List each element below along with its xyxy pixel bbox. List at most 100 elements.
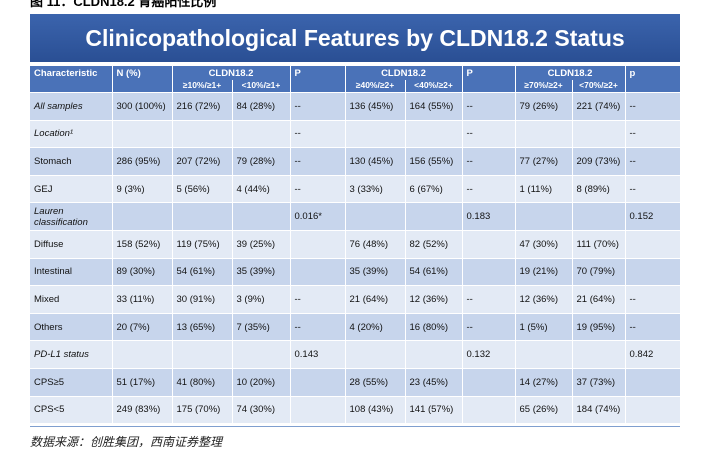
table-cell bbox=[112, 119, 173, 148]
row-label: Lauren classification bbox=[30, 202, 113, 231]
table-cell: 4 (20%) bbox=[345, 312, 406, 341]
table-cell: 209 (73%) bbox=[572, 147, 626, 176]
table-cell: 23 (45%) bbox=[405, 367, 463, 397]
table-cell: -- bbox=[462, 147, 516, 176]
table-cell: -- bbox=[290, 285, 346, 314]
table-cell: 8 (89%) bbox=[572, 174, 626, 203]
table-cell bbox=[572, 119, 626, 148]
table-cell bbox=[172, 119, 233, 148]
table-row: CPS<5 249 (83%) 175 (70%) 74 (30%) 108 (43%)… bbox=[30, 395, 681, 424]
table-cell: 184 (74%) bbox=[572, 395, 626, 424]
table-cell: 35 (39%) bbox=[345, 257, 406, 286]
table-cell bbox=[405, 340, 463, 369]
table-cell: 0.152 bbox=[625, 202, 681, 231]
table-cell bbox=[515, 340, 573, 369]
table-cell: 1 (11%) bbox=[515, 174, 573, 203]
table-cell: 5 (56%) bbox=[172, 174, 233, 203]
table-cell: -- bbox=[625, 92, 681, 121]
table-row: Diffuse 158 (52%) 119 (75%) 39 (25%) 76 (48%… bbox=[30, 229, 681, 259]
sub-head: ≥40%/≥2+ bbox=[345, 80, 406, 93]
table-cell: -- bbox=[462, 312, 516, 341]
head-cell: N (%) bbox=[112, 66, 173, 93]
table-cell: 0.842 bbox=[625, 340, 681, 369]
row-label: PD-L1 status bbox=[30, 340, 113, 369]
table-cell bbox=[625, 257, 681, 286]
row-label: Others bbox=[30, 312, 113, 341]
source-note: 数据来源：创胜集团，西南证券整理 bbox=[30, 435, 223, 449]
table-cell bbox=[112, 202, 173, 231]
table-cell: -- bbox=[462, 174, 516, 203]
table-row: Stomach 286 (95%) 207 (72%) 79 (28%) -- 130 (… bbox=[30, 147, 681, 176]
table-cell: 175 (70%) bbox=[172, 395, 233, 424]
table-cell: 136 (45%) bbox=[345, 92, 406, 121]
table-cell: 47 (30%) bbox=[515, 229, 573, 259]
table-cell: -- bbox=[290, 92, 346, 121]
table-cell: 41 (80%) bbox=[172, 367, 233, 397]
table-cell: 156 (55%) bbox=[405, 147, 463, 176]
table-cell bbox=[515, 202, 573, 231]
row-label: Location¹ bbox=[30, 119, 113, 148]
table-cell: 82 (52%) bbox=[405, 229, 463, 259]
table-cell: 0.016* bbox=[290, 202, 346, 231]
table-cell: 79 (28%) bbox=[232, 147, 291, 176]
table-cell bbox=[462, 367, 516, 397]
table-cell: 111 (70%) bbox=[572, 229, 626, 259]
table-row: Others 20 (7%) 13 (65%) 7 (35%) -- 4 (20%) 16 … bbox=[30, 312, 681, 341]
table-cell: -- bbox=[462, 285, 516, 314]
row-label: All samples bbox=[30, 92, 113, 121]
sub-head: <40%/≥2+ bbox=[405, 80, 463, 93]
table-row: CPS≥5 51 (17%) 41 (80%) 10 (20%) 28 (55%) 23 … bbox=[30, 367, 681, 397]
table-cell: 3 (9%) bbox=[232, 285, 291, 314]
table-cell bbox=[345, 202, 406, 231]
p-head: P bbox=[462, 66, 516, 93]
table-row: Lauren classification 0.016* 0.183 0.152 bbox=[30, 202, 681, 231]
table-cell bbox=[172, 202, 233, 231]
table-cell: 21 (64%) bbox=[572, 285, 626, 314]
table-cell: -- bbox=[625, 119, 681, 148]
table-cell: -- bbox=[290, 147, 346, 176]
footer-rule bbox=[30, 426, 680, 427]
sub-head: ≥70%/≥2+ bbox=[515, 80, 573, 93]
table-cell: 21 (64%) bbox=[345, 285, 406, 314]
table-cell: 35 (39%) bbox=[232, 257, 291, 286]
table-cell bbox=[172, 340, 233, 369]
table-cell bbox=[572, 202, 626, 231]
table-cell: 28 (55%) bbox=[345, 367, 406, 397]
table-cell: 39 (25%) bbox=[232, 229, 291, 259]
table-cell: 30 (91%) bbox=[172, 285, 233, 314]
table-cell bbox=[290, 229, 346, 259]
table-cell: 3 (33%) bbox=[345, 174, 406, 203]
table-cell: 4 (44%) bbox=[232, 174, 291, 203]
table-cell: 70 (79%) bbox=[572, 257, 626, 286]
table-cell: 207 (72%) bbox=[172, 147, 233, 176]
table-cell: 12 (36%) bbox=[515, 285, 573, 314]
table-cell: 10 (20%) bbox=[232, 367, 291, 397]
table-cell: 7 (35%) bbox=[232, 312, 291, 341]
table-cell: 108 (43%) bbox=[345, 395, 406, 424]
table-cell: 74 (30%) bbox=[232, 395, 291, 424]
head-subrow: ≥10%/≥1+ <10%/≥1+ ≥40%/≥2+ <40%/≥2+ ≥70%/≥2+… bbox=[30, 80, 680, 93]
table-cell: 14 (27%) bbox=[515, 367, 573, 397]
table-cell: -- bbox=[290, 119, 346, 148]
table-row: PD-L1 status 0.143 0.132 0.842 bbox=[30, 340, 681, 369]
table-cell: 164 (55%) bbox=[405, 92, 463, 121]
sub-head: <10%/≥1+ bbox=[232, 80, 291, 93]
table-cell: 84 (28%) bbox=[232, 92, 291, 121]
table-cell: 216 (72%) bbox=[172, 92, 233, 121]
table-cell: -- bbox=[625, 312, 681, 341]
table-cell bbox=[515, 119, 573, 148]
row-label: CPS≥5 bbox=[30, 367, 113, 397]
head-row: Characteristic N (%) CLDN18.2 P CLDN18.2 P CLD… bbox=[30, 66, 681, 93]
table-cell: 249 (83%) bbox=[112, 395, 173, 424]
table-cell: 0.143 bbox=[290, 340, 346, 369]
table-cell: 77 (27%) bbox=[515, 147, 573, 176]
row-label: Stomach bbox=[30, 147, 113, 176]
table-cell: 19 (95%) bbox=[572, 312, 626, 341]
table-cell bbox=[405, 119, 463, 148]
table-row: Location¹ -- -- -- bbox=[30, 119, 681, 148]
table-cell bbox=[290, 257, 346, 286]
row-label: GEJ bbox=[30, 174, 113, 203]
table-cell bbox=[232, 119, 291, 148]
table-cell bbox=[232, 340, 291, 369]
table-cell: 300 (100%) bbox=[112, 92, 173, 121]
